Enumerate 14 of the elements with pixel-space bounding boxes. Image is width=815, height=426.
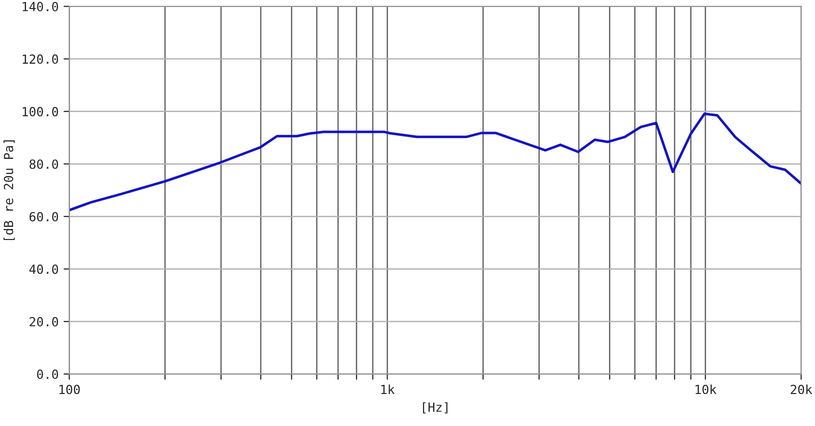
y-tick-label: 40.0 (29, 264, 58, 274)
y-tick-label: 0.0 (37, 370, 58, 379)
y-axis-title: [dB re 20u Pa] (4, 140, 15, 240)
y-tick-label: 100.0 (22, 106, 58, 116)
x-axis-title: [Hz] (422, 402, 448, 414)
y-tick-label: 60.0 (30, 212, 58, 222)
y-tick-label: 20.0 (30, 317, 58, 326)
x-tick-label: 1k (381, 384, 395, 394)
x-tick-label: 10k (696, 384, 716, 394)
y-tick-label: 120.0 (22, 54, 58, 64)
x-tick-label: 100 (59, 384, 80, 394)
x-tick-label: 20k (790, 384, 812, 394)
y-tick-label: 80.0 (30, 159, 58, 169)
y-tick-label: 140.0 (22, 2, 58, 12)
